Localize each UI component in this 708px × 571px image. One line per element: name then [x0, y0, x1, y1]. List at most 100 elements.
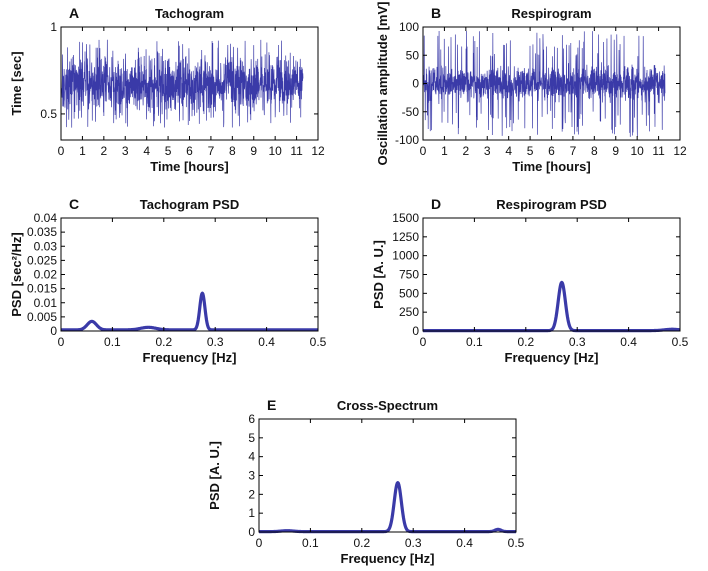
y-tick-label: 750: [399, 268, 419, 282]
x-tick-label: 0.2: [517, 335, 534, 349]
panel-label: C: [69, 196, 79, 212]
x-axis-label: Time [hours]: [150, 159, 229, 174]
axes-frame: [60, 217, 319, 332]
y-tick-label: 1: [50, 20, 57, 34]
x-tick-label: 0.1: [104, 335, 121, 349]
x-axis-label: Time [hours]: [512, 159, 591, 174]
x-tick-label: 2: [100, 144, 107, 158]
chart-title: Tachogram: [155, 6, 224, 21]
series-line: [421, 280, 682, 333]
series-line: [422, 31, 666, 137]
panel-label: D: [431, 196, 441, 212]
x-tick-label: 6: [548, 144, 555, 158]
y-tick-label: 2: [248, 487, 255, 501]
x-tick-label: 0.3: [207, 335, 224, 349]
x-tick-label: 0.1: [466, 335, 483, 349]
y-tick-label: 1: [248, 506, 255, 520]
x-tick-label: 12: [673, 144, 687, 158]
series-line: [60, 39, 304, 128]
panel-label: B: [431, 5, 441, 21]
y-tick-label: 0: [248, 525, 255, 539]
x-tick-label: 11: [290, 144, 303, 158]
y-tick-label: 0.04: [34, 211, 58, 225]
y-tick-label: 100: [399, 20, 419, 34]
y-tick-label: 4: [248, 450, 255, 464]
x-tick-label: 0.4: [258, 335, 275, 349]
x-tick-label: 7: [208, 144, 215, 158]
chart-title: Cross-Spectrum: [337, 398, 438, 413]
x-tick-label: 0.3: [405, 536, 422, 550]
y-axis-label: PSD [sec²/Hz]: [9, 232, 24, 317]
y-tick-label: 0.01: [34, 296, 58, 310]
chart-title: Respirogram PSD: [496, 197, 607, 212]
x-tick-label: 0: [420, 335, 427, 349]
x-tick-label: 0.5: [672, 335, 689, 349]
panel-d: 0 0.1 0.2 0.3 0.4 0.5 0 250 500 750 1000 1250 1500 Re…: [371, 196, 689, 365]
axes-frame: [422, 217, 681, 332]
chart-title: Respirogram: [511, 6, 591, 21]
y-tick-label: -50: [402, 105, 420, 119]
y-tick-label: 50: [406, 48, 420, 62]
x-tick-label: 5: [165, 144, 172, 158]
x-axis-label: Frequency [Hz]: [505, 350, 599, 365]
x-tick-label: 0.3: [569, 335, 586, 349]
panel-b: 0 1 2 3 4 5 6 7 8 9 10 11 12-100-50050100Respirogram…: [375, 2, 687, 174]
y-tick-label: 1000: [392, 249, 419, 263]
x-tick-label: 0.2: [353, 536, 370, 550]
y-axis-label: PSD [A. U.]: [371, 240, 386, 309]
x-tick-label: 0: [58, 144, 65, 158]
y-axis-label: Time [sec]: [9, 51, 24, 115]
y-tick-label: 0: [412, 77, 419, 91]
panel-label: A: [69, 5, 79, 21]
x-tick-label: 3: [484, 144, 491, 158]
panel-e: 0 0.1 0.2 0.3 0.4 0.5 0 1 2 3 4 5 6 Cross-Spectrum E Fr…: [207, 397, 525, 566]
x-tick-label: 5: [527, 144, 534, 158]
y-tick-label: 3: [248, 469, 255, 483]
y-tick-label: 0.035: [27, 225, 57, 239]
x-tick-label: 4: [505, 144, 512, 158]
x-tick-label: 8: [591, 144, 598, 158]
y-tick-label: -100: [395, 133, 419, 147]
y-tick-label: 1250: [392, 230, 419, 244]
x-tick-label: 11: [652, 144, 665, 158]
x-tick-label: 1: [441, 144, 448, 158]
x-tick-label: 0.4: [620, 335, 637, 349]
x-tick-label: 0.5: [508, 536, 525, 550]
y-tick-label: 250: [399, 305, 419, 319]
y-tick-label: 0.015: [27, 282, 57, 296]
y-axis-label: PSD [A. U.]: [207, 441, 222, 510]
series-line: [59, 291, 320, 332]
x-tick-label: 0.4: [456, 536, 473, 550]
series-line: [257, 481, 518, 534]
x-tick-label: 6: [186, 144, 193, 158]
y-tick-label: 0.025: [27, 253, 57, 267]
x-tick-label: 12: [311, 144, 325, 158]
chart-title: Tachogram PSD: [140, 197, 239, 212]
y-tick-label: 1500: [392, 211, 419, 225]
y-tick-label: 6: [248, 412, 255, 426]
y-tick-label: 0.02: [34, 268, 58, 282]
y-tick-label: 0.03: [34, 239, 58, 253]
x-tick-label: 0.5: [310, 335, 327, 349]
panel-c: 0 0.1 0.2 0.3 0.4 0.5 00.0050.010.0150.020.025…: [9, 196, 327, 365]
x-axis-label: Frequency [Hz]: [341, 551, 435, 566]
x-tick-label: 9: [250, 144, 257, 158]
y-tick-label: 5: [248, 431, 255, 445]
x-tick-label: 10: [268, 144, 282, 158]
x-tick-label: 1: [79, 144, 86, 158]
x-tick-label: 8: [229, 144, 236, 158]
panel-label: E: [267, 397, 276, 413]
y-tick-label: 0.005: [27, 310, 57, 324]
x-tick-label: 0: [420, 144, 427, 158]
x-tick-label: 7: [570, 144, 577, 158]
x-tick-label: 9: [612, 144, 619, 158]
y-tick-label: 0: [50, 324, 57, 338]
x-tick-label: 3: [122, 144, 129, 158]
x-tick-label: 4: [143, 144, 150, 158]
x-tick-label: 0.1: [302, 536, 319, 550]
x-tick-label: 0.2: [155, 335, 172, 349]
x-tick-label: 2: [462, 144, 469, 158]
y-tick-label: 500: [399, 286, 419, 300]
